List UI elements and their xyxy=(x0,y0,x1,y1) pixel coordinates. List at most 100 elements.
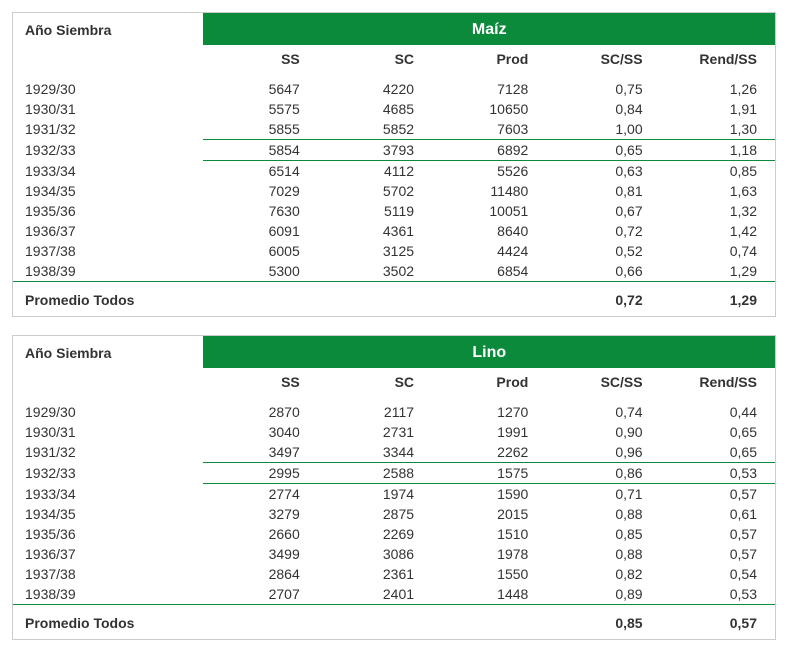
cell-year: 1932/33 xyxy=(13,463,203,484)
summary-scss: 0,85 xyxy=(546,609,660,639)
cell-value: 10650 xyxy=(432,99,546,119)
col-header-blank xyxy=(13,45,203,73)
cell-value: 0,57 xyxy=(661,524,775,544)
cell-year: 1933/34 xyxy=(13,484,203,505)
cell-year: 1938/39 xyxy=(13,584,203,605)
col-header-year: Año Siembra xyxy=(13,13,203,45)
cell-value: 5852 xyxy=(318,119,432,140)
cell-value: 3279 xyxy=(203,504,317,524)
cell-value: 0,65 xyxy=(546,140,660,161)
cell-value: 5854 xyxy=(203,140,317,161)
cell-value: 2262 xyxy=(432,442,546,463)
cell-value: 1590 xyxy=(432,484,546,505)
cell-value: 1,18 xyxy=(661,140,775,161)
cell-year: 1935/36 xyxy=(13,524,203,544)
cell-value: 3125 xyxy=(318,241,432,261)
cell-value: 0,44 xyxy=(661,402,775,422)
cell-value: 2117 xyxy=(318,402,432,422)
col-header: SC/SS xyxy=(546,45,660,73)
cell-value: 0,90 xyxy=(546,422,660,442)
cell-value: 5575 xyxy=(203,99,317,119)
cell-value: 0,84 xyxy=(546,99,660,119)
cell-value: 1448 xyxy=(432,584,546,605)
table-row: 1936/376091436186400,721,42 xyxy=(13,221,775,241)
data-table: Año SiembraMaízSSSCProdSC/SSRend/SS1929/… xyxy=(13,13,775,316)
table-row: 1937/382864236115500,820,54 xyxy=(13,564,775,584)
crop-header: Lino xyxy=(203,336,775,368)
cell-year: 1938/39 xyxy=(13,261,203,282)
crop-header: Maíz xyxy=(203,13,775,45)
cell-value: 2864 xyxy=(203,564,317,584)
cell-year: 1931/32 xyxy=(13,442,203,463)
cell-value: 0,88 xyxy=(546,504,660,524)
cell-value: 3502 xyxy=(318,261,432,282)
table-row: 1929/305647422071280,751,26 xyxy=(13,79,775,99)
cell-value: 7603 xyxy=(432,119,546,140)
col-header: SC/SS xyxy=(546,368,660,396)
cell-value: 0,54 xyxy=(661,564,775,584)
cell-value: 2995 xyxy=(203,463,317,484)
col-header: Prod xyxy=(432,45,546,73)
cell-value: 6854 xyxy=(432,261,546,282)
cell-value: 2269 xyxy=(318,524,432,544)
cell-value: 0,52 xyxy=(546,241,660,261)
summary-label: Promedio Todos xyxy=(13,609,203,639)
col-header-blank xyxy=(13,368,203,396)
cell-value: 0,81 xyxy=(546,181,660,201)
cell-value: 3086 xyxy=(318,544,432,564)
data-table-wrap: Año SiembraLinoSSSCProdSC/SSRend/SS1929/… xyxy=(12,335,776,640)
cell-value: 1,91 xyxy=(661,99,775,119)
cell-value: 0,66 xyxy=(546,261,660,282)
cell-value: 1,00 xyxy=(546,119,660,140)
summary-label: Promedio Todos xyxy=(13,286,203,316)
data-table-wrap: Año SiembraMaízSSSCProdSC/SSRend/SS1929/… xyxy=(12,12,776,317)
cell-value: 2875 xyxy=(318,504,432,524)
cell-year: 1930/31 xyxy=(13,99,203,119)
table-row: 1935/3676305119100510,671,32 xyxy=(13,201,775,221)
cell-value: 1,29 xyxy=(661,261,775,282)
table-row: 1935/362660226915100,850,57 xyxy=(13,524,775,544)
cell-value: 2588 xyxy=(318,463,432,484)
cell-value: 0,74 xyxy=(661,241,775,261)
cell-value: 0,82 xyxy=(546,564,660,584)
cell-value: 1550 xyxy=(432,564,546,584)
col-header: Rend/SS xyxy=(661,368,775,396)
cell-value: 1,30 xyxy=(661,119,775,140)
cell-year: 1929/30 xyxy=(13,79,203,99)
cell-value: 0,65 xyxy=(661,442,775,463)
cell-value: 0,88 xyxy=(546,544,660,564)
col-header: SS xyxy=(203,45,317,73)
cell-value: 1270 xyxy=(432,402,546,422)
cell-value: 2361 xyxy=(318,564,432,584)
cell-value: 2774 xyxy=(203,484,317,505)
summary-scss: 0,72 xyxy=(546,286,660,316)
summary-blank xyxy=(318,609,432,639)
cell-value: 0,74 xyxy=(546,402,660,422)
cell-year: 1934/35 xyxy=(13,504,203,524)
table-row: 1933/346514411255260,630,85 xyxy=(13,161,775,182)
cell-value: 0,72 xyxy=(546,221,660,241)
cell-value: 1,42 xyxy=(661,221,775,241)
col-header: Rend/SS xyxy=(661,45,775,73)
cell-value: 5526 xyxy=(432,161,546,182)
cell-year: 1929/30 xyxy=(13,402,203,422)
cell-value: 2660 xyxy=(203,524,317,544)
summary-blank xyxy=(203,286,317,316)
cell-value: 6514 xyxy=(203,161,317,182)
cell-value: 7630 xyxy=(203,201,317,221)
cell-year: 1935/36 xyxy=(13,201,203,221)
cell-value: 0,57 xyxy=(661,484,775,505)
cell-value: 0,63 xyxy=(546,161,660,182)
cell-value: 1,32 xyxy=(661,201,775,221)
cell-value: 10051 xyxy=(432,201,546,221)
cell-value: 7029 xyxy=(203,181,317,201)
cell-value: 4424 xyxy=(432,241,546,261)
cell-value: 1575 xyxy=(432,463,546,484)
table-row: 1931/323497334422620,960,65 xyxy=(13,442,775,463)
cell-value: 0,71 xyxy=(546,484,660,505)
table-row: 1930/313040273119910,900,65 xyxy=(13,422,775,442)
cell-year: 1934/35 xyxy=(13,181,203,201)
data-table: Año SiembraLinoSSSCProdSC/SSRend/SS1929/… xyxy=(13,336,775,639)
table-row: 1934/3570295702114800,811,63 xyxy=(13,181,775,201)
cell-value: 2015 xyxy=(432,504,546,524)
